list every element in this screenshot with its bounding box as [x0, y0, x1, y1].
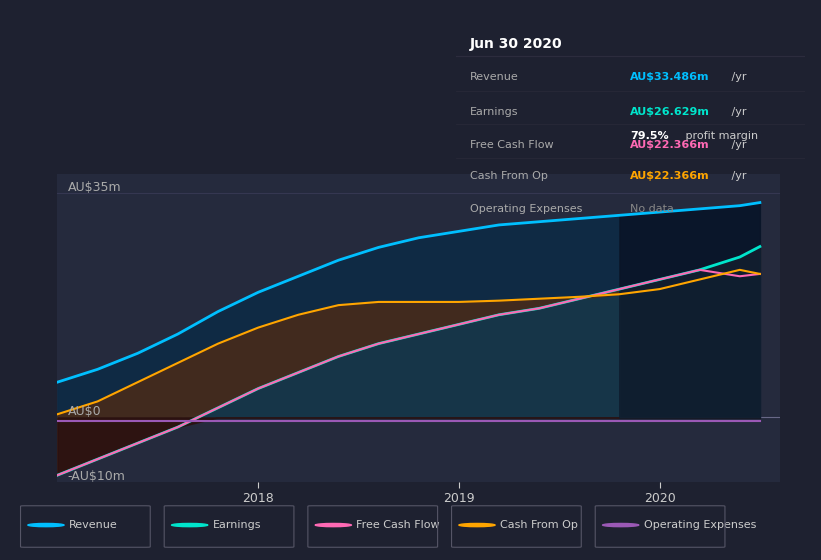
Text: profit margin: profit margin	[682, 131, 759, 141]
Text: Jun 30 2020: Jun 30 2020	[470, 37, 562, 51]
Text: AU$35m: AU$35m	[67, 181, 122, 194]
Circle shape	[459, 524, 495, 526]
Text: -AU$10m: -AU$10m	[67, 470, 126, 483]
Text: /yr: /yr	[728, 106, 746, 116]
Text: AU$22.366m: AU$22.366m	[631, 140, 709, 150]
Text: AU$0: AU$0	[67, 405, 101, 418]
Text: Revenue: Revenue	[470, 72, 518, 82]
Text: AU$33.486m: AU$33.486m	[631, 72, 709, 82]
Text: /yr: /yr	[728, 72, 746, 82]
Text: AU$26.629m: AU$26.629m	[631, 106, 710, 116]
Text: 79.5%: 79.5%	[631, 131, 669, 141]
Text: Operating Expenses: Operating Expenses	[470, 204, 582, 214]
Text: Free Cash Flow: Free Cash Flow	[356, 520, 440, 530]
Circle shape	[28, 524, 64, 526]
Text: Cash From Op: Cash From Op	[470, 171, 548, 181]
Circle shape	[603, 524, 639, 526]
Text: AU$22.366m: AU$22.366m	[631, 171, 709, 181]
Text: Operating Expenses: Operating Expenses	[644, 520, 756, 530]
Text: Earnings: Earnings	[213, 520, 261, 530]
Text: /yr: /yr	[728, 171, 746, 181]
Circle shape	[172, 524, 208, 526]
Text: No data: No data	[631, 204, 674, 214]
Text: Cash From Op: Cash From Op	[500, 520, 578, 530]
Text: Free Cash Flow: Free Cash Flow	[470, 140, 553, 150]
Text: /yr: /yr	[728, 140, 746, 150]
Circle shape	[315, 524, 351, 526]
Text: Revenue: Revenue	[69, 520, 117, 530]
Text: Earnings: Earnings	[470, 106, 518, 116]
